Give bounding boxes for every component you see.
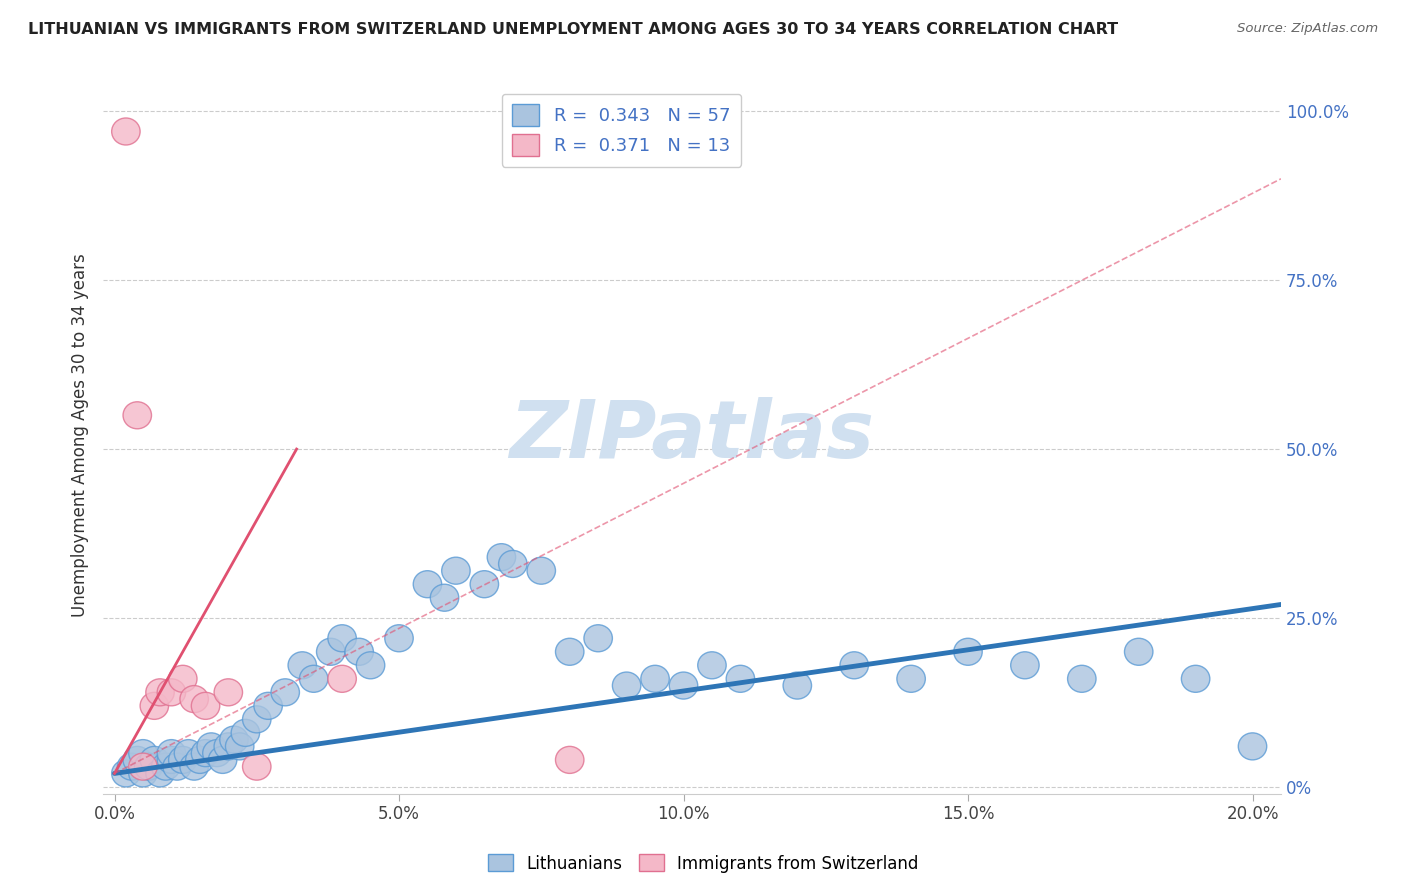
Ellipse shape [344,639,374,665]
Ellipse shape [129,753,157,780]
Ellipse shape [180,753,208,780]
Ellipse shape [117,753,146,780]
Ellipse shape [214,679,242,706]
Ellipse shape [897,665,925,692]
Ellipse shape [783,672,811,699]
Ellipse shape [186,747,214,773]
Ellipse shape [163,753,191,780]
Ellipse shape [254,692,283,719]
Ellipse shape [385,624,413,652]
Ellipse shape [146,679,174,706]
Ellipse shape [219,726,249,753]
Ellipse shape [641,665,669,692]
Ellipse shape [613,672,641,699]
Ellipse shape [430,584,458,611]
Ellipse shape [288,652,316,679]
Ellipse shape [488,543,516,571]
Ellipse shape [135,753,163,780]
Ellipse shape [555,747,583,773]
Ellipse shape [180,686,208,713]
Ellipse shape [169,665,197,692]
Ellipse shape [669,672,697,699]
Ellipse shape [141,747,169,773]
Ellipse shape [157,679,186,706]
Legend: Lithuanians, Immigrants from Switzerland: Lithuanians, Immigrants from Switzerland [481,847,925,880]
Ellipse shape [1011,652,1039,679]
Text: Source: ZipAtlas.com: Source: ZipAtlas.com [1237,22,1378,36]
Ellipse shape [1181,665,1209,692]
Ellipse shape [1067,665,1097,692]
Ellipse shape [413,571,441,598]
Ellipse shape [271,679,299,706]
Ellipse shape [242,753,271,780]
Ellipse shape [499,550,527,577]
Ellipse shape [124,747,152,773]
Ellipse shape [441,558,470,584]
Text: LITHUANIAN VS IMMIGRANTS FROM SWITZERLAND UNEMPLOYMENT AMONG AGES 30 TO 34 YEARS: LITHUANIAN VS IMMIGRANTS FROM SWITZERLAN… [28,22,1118,37]
Ellipse shape [191,692,219,719]
Ellipse shape [839,652,869,679]
Ellipse shape [152,753,180,780]
Ellipse shape [225,733,254,760]
Ellipse shape [555,639,583,665]
Ellipse shape [146,760,174,787]
Ellipse shape [583,624,613,652]
Ellipse shape [157,747,186,773]
Text: ZIPatlas: ZIPatlas [509,397,875,475]
Ellipse shape [1125,639,1153,665]
Ellipse shape [157,739,186,766]
Ellipse shape [697,652,725,679]
Ellipse shape [214,733,242,760]
Ellipse shape [174,739,202,766]
Ellipse shape [111,118,141,145]
Ellipse shape [208,747,236,773]
Ellipse shape [725,665,755,692]
Ellipse shape [129,739,157,766]
Ellipse shape [197,733,225,760]
Ellipse shape [299,665,328,692]
Ellipse shape [242,706,271,733]
Ellipse shape [169,747,197,773]
Ellipse shape [356,652,385,679]
Ellipse shape [527,558,555,584]
Ellipse shape [953,639,983,665]
Ellipse shape [141,692,169,719]
Ellipse shape [202,739,231,766]
Ellipse shape [1239,733,1267,760]
Ellipse shape [316,639,344,665]
Ellipse shape [328,665,356,692]
Ellipse shape [111,760,141,787]
Ellipse shape [124,401,152,429]
Ellipse shape [328,624,356,652]
Ellipse shape [129,760,157,787]
Legend: R =  0.343   N = 57, R =  0.371   N = 13: R = 0.343 N = 57, R = 0.371 N = 13 [502,94,741,167]
Ellipse shape [191,739,219,766]
Y-axis label: Unemployment Among Ages 30 to 34 years: Unemployment Among Ages 30 to 34 years [72,253,89,617]
Ellipse shape [231,719,260,747]
Ellipse shape [470,571,499,598]
